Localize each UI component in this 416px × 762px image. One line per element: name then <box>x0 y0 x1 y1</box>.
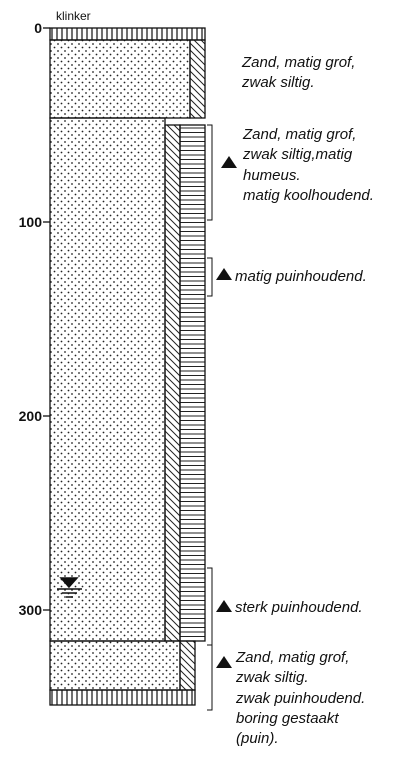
annotation: sterk puinhoudend. <box>235 599 363 616</box>
tick-label: 0 <box>34 20 42 36</box>
annotation: Zand, matig grof, <box>242 126 356 143</box>
silt-strip <box>189 39 206 119</box>
klinker-bottom <box>49 689 196 706</box>
annotation: matig puinhoudend. <box>235 268 367 285</box>
annotation: zwak siltig. <box>235 669 309 686</box>
annotation: humeus. <box>243 167 301 184</box>
silt-strip <box>179 640 196 691</box>
brackets <box>207 124 213 711</box>
annotation: zwak siltig,matig <box>242 146 353 163</box>
humus-strip <box>179 124 206 642</box>
annotation: zwak siltig. <box>241 74 315 91</box>
silt-strip <box>164 124 181 642</box>
annotation: matig koolhoudend. <box>243 187 374 204</box>
column <box>49 27 206 706</box>
sand-layer <box>49 117 166 642</box>
annotation: (puin). <box>236 730 279 747</box>
sample-markers <box>216 156 237 668</box>
water-level <box>57 577 82 598</box>
top-label: klinker <box>56 9 91 23</box>
sand-layer <box>49 640 181 691</box>
annotation: Zand, matig grof, <box>241 54 355 71</box>
tick-label: 100 <box>19 214 43 230</box>
tick-label: 200 <box>19 408 43 424</box>
annotations: Zand, matig grof, zwak siltig. Zand, mat… <box>235 54 374 747</box>
annotation: boring gestaakt <box>236 710 339 727</box>
klinker-top <box>49 27 206 41</box>
tick-label: 300 <box>19 602 43 618</box>
annotation: zwak puinhoudend. <box>235 690 365 707</box>
annotation: Zand, matig grof, <box>235 649 349 666</box>
sand-layer <box>49 39 191 119</box>
